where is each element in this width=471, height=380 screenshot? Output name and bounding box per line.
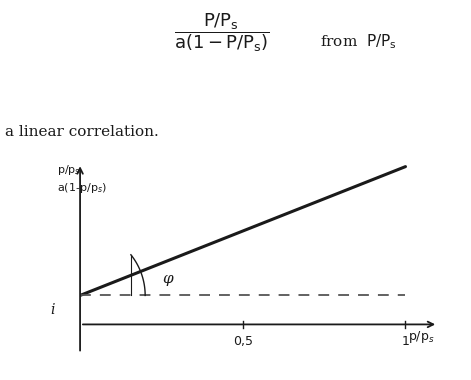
Text: i: i xyxy=(50,303,55,317)
Text: p/p$_s$: p/p$_s$ xyxy=(408,329,435,345)
Text: from  $\mathrm{P/P_s}$: from $\mathrm{P/P_s}$ xyxy=(320,32,397,51)
Text: a linear correlation.: a linear correlation. xyxy=(5,125,158,139)
Text: 1: 1 xyxy=(402,335,409,348)
Text: p/p$_s$
a(1-p/p$_s$): p/p$_s$ a(1-p/p$_s$) xyxy=(57,163,107,195)
Text: 0,5: 0,5 xyxy=(233,335,253,348)
Text: φ: φ xyxy=(162,272,173,286)
Text: $\dfrac{\mathrm{P/P_s}}{\mathrm{a}(1 - \mathrm{P/P_s})}$: $\dfrac{\mathrm{P/P_s}}{\mathrm{a}(1 - \… xyxy=(173,11,269,54)
